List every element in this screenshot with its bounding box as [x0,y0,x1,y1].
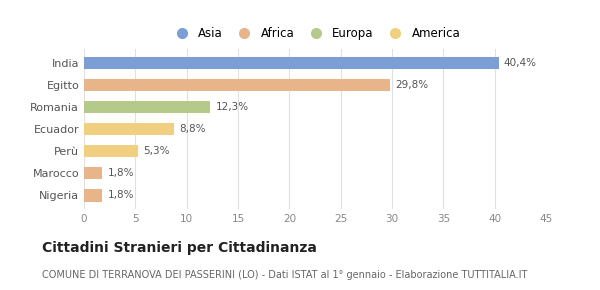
Text: 1,8%: 1,8% [107,191,134,200]
Text: 5,3%: 5,3% [143,146,170,156]
Text: Cittadini Stranieri per Cittadinanza: Cittadini Stranieri per Cittadinanza [42,241,317,255]
Bar [84,145,139,157]
Legend: Asia, Africa, Europa, America: Asia, Africa, Europa, America [166,23,464,44]
Bar [84,79,390,91]
Text: 1,8%: 1,8% [107,168,134,178]
Bar [84,167,103,180]
Bar [84,123,175,135]
Bar [84,189,103,202]
Bar [84,57,499,69]
Text: COMUNE DI TERRANOVA DEI PASSERINI (LO) - Dati ISTAT al 1° gennaio - Elaborazione: COMUNE DI TERRANOVA DEI PASSERINI (LO) -… [42,270,527,280]
Text: 40,4%: 40,4% [504,58,537,68]
Text: 8,8%: 8,8% [179,124,206,134]
Text: 29,8%: 29,8% [395,80,428,90]
Bar [84,101,210,113]
Text: 12,3%: 12,3% [215,102,248,112]
